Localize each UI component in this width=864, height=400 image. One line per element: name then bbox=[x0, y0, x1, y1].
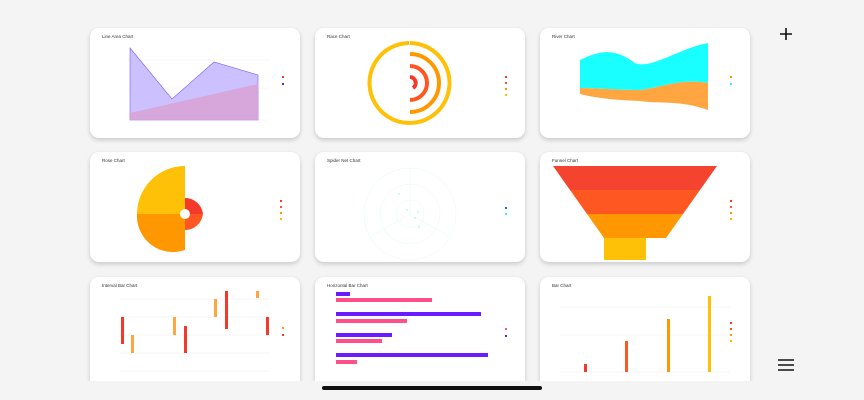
card-title: Rose Chart bbox=[102, 158, 125, 163]
card-title: Race Chart bbox=[327, 34, 350, 39]
card-horizontal-bar-chart[interactable]: Horizontal Bar Chart bbox=[315, 277, 525, 400]
interval-bar-chart-thumbnail bbox=[120, 291, 284, 372]
race-chart-thumbnail bbox=[367, 41, 507, 125]
home-indicator[interactable] bbox=[322, 386, 542, 390]
card-river-chart[interactable]: River Chart bbox=[540, 28, 750, 138]
card-title: Funnel Chart bbox=[552, 158, 579, 163]
card-line-area-chart[interactable]: Line Area Chart bbox=[90, 28, 300, 138]
hamburger-menu-icon[interactable] bbox=[775, 354, 797, 376]
card-spider-net-chart[interactable]: Spider Net Chart bbox=[315, 152, 525, 262]
card-title: Interval Bar Chart bbox=[102, 283, 138, 288]
funnel-chart-thumbnail bbox=[553, 166, 732, 260]
bottom-bar bbox=[0, 381, 864, 400]
card-title: Horizontal Bar Chart bbox=[327, 283, 368, 288]
card-interval-bar-chart[interactable]: Interval Bar Chart bbox=[90, 277, 300, 400]
bar-chart-thumbnail bbox=[560, 296, 732, 373]
river-chart-thumbnail bbox=[580, 43, 732, 110]
card-bar-chart[interactable]: Bar Chart bbox=[540, 277, 750, 400]
card-race-chart[interactable]: Race Chart bbox=[315, 28, 525, 138]
spider-net-chart-thumbnail bbox=[363, 167, 507, 261]
card-title: Bar Chart bbox=[552, 283, 572, 288]
card-title: Spider Net Chart bbox=[327, 158, 361, 163]
rose-chart-thumbnail bbox=[136, 166, 282, 253]
plus-icon[interactable] bbox=[775, 23, 797, 45]
line-area-chart-thumbnail bbox=[128, 47, 284, 121]
card-title: River Chart bbox=[552, 34, 575, 39]
card-rose-chart[interactable]: Rose Chart bbox=[90, 152, 300, 262]
card-funnel-chart[interactable]: Funnel Chart bbox=[540, 152, 750, 262]
horizontal-bar-chart-thumbnail bbox=[336, 292, 507, 364]
card-title: Line Area Chart bbox=[102, 34, 134, 39]
